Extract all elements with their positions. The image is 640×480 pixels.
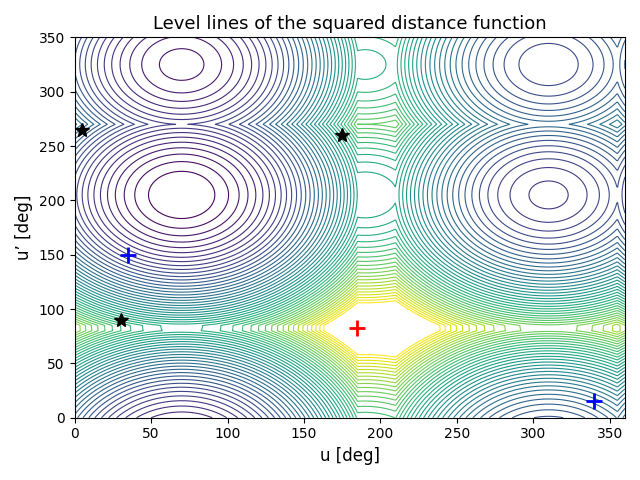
X-axis label: u [deg]: u [deg] [320, 447, 380, 465]
Title: Level lines of the squared distance function: Level lines of the squared distance func… [153, 15, 547, 33]
Y-axis label: u’ [deg]: u’ [deg] [15, 195, 33, 260]
